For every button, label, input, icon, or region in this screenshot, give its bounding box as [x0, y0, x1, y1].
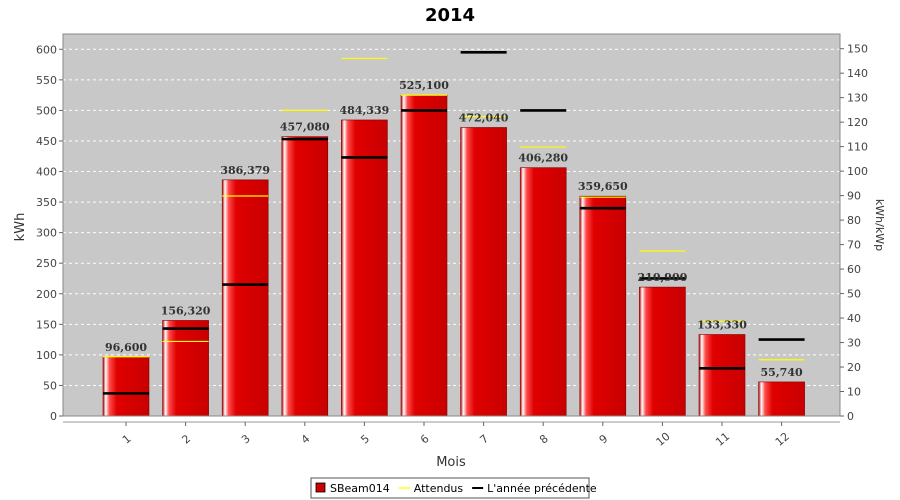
value-label: 484,339	[340, 104, 390, 117]
y2-tick-label: 70	[847, 239, 861, 252]
bar-11	[698, 334, 746, 417]
y-axis-label: kWh	[13, 213, 28, 242]
y2-tick-label: 110	[847, 141, 868, 154]
value-label: 359,650	[578, 180, 628, 193]
value-label: 55,740	[761, 366, 803, 379]
x-axis: 1 2 3 4 5 6 7 8 9 10 11 12	[63, 415, 840, 449]
y2-tick-label: 130	[847, 92, 868, 105]
x-tick-label: 7	[477, 432, 491, 446]
y-tick-label: 150	[36, 318, 57, 331]
y-tick-label: 450	[36, 135, 57, 148]
y-tick-label: 100	[36, 349, 57, 362]
value-label: 525,100	[399, 79, 449, 92]
x-axis-label: Mois	[436, 455, 466, 470]
y-tick-label: 550	[36, 74, 57, 87]
x-tick-label: 10	[654, 430, 673, 449]
y-tick-label: 350	[36, 196, 57, 209]
y-tick-label: 300	[36, 227, 57, 240]
x-tick-label: 6	[418, 432, 432, 446]
y-tick-label: 200	[36, 288, 57, 301]
y-tick-label: 250	[36, 257, 57, 270]
value-label: 472,040	[459, 111, 509, 124]
x-tick-label: 5	[358, 432, 372, 446]
bar-3	[221, 179, 269, 417]
x-tick-label: 2	[179, 432, 193, 446]
y2-axis-label: kWh/kWp	[873, 199, 886, 251]
y-tick-label: 500	[36, 104, 57, 117]
value-label: 386,379	[220, 164, 270, 177]
x-tick-label: 3	[239, 432, 253, 446]
markers-group	[103, 51, 805, 395]
value-label: 156,320	[161, 304, 211, 317]
value-label: 133,330	[697, 319, 747, 332]
x-tick-label: 8	[537, 432, 551, 446]
bar-5	[341, 119, 388, 417]
x-tick-label: 1	[120, 432, 134, 446]
bar-1	[102, 356, 150, 417]
y-tick-label: 50	[43, 379, 57, 392]
legend-swatch-bar	[315, 482, 326, 493]
y2-tick-label: 10	[847, 386, 861, 399]
legend-label: Attendus	[414, 482, 464, 495]
y-axis: 0 50 100 150 200 250 300 350 400 450 500 550 600	[36, 34, 64, 423]
y2-tick-label: 40	[847, 312, 861, 325]
y2-tick-label: 80	[847, 214, 861, 227]
y2-tick-label: 120	[847, 116, 868, 129]
y2-tick-label: 90	[847, 190, 861, 203]
legend-label: L'année précédente	[487, 482, 597, 495]
y-tick-label: 600	[36, 43, 57, 56]
y-tick-label: 0	[50, 410, 57, 423]
bar-8	[519, 167, 567, 417]
legend-box	[310, 477, 590, 499]
x-tick-label: 4	[299, 432, 313, 446]
y2-tick-label: 60	[847, 263, 861, 276]
value-label: 406,280	[518, 152, 568, 165]
bar-6	[400, 94, 448, 417]
y2-tick-label: 20	[847, 361, 861, 374]
y2-tick-label: 30	[847, 337, 861, 350]
legend-label: SBeam014	[330, 482, 390, 495]
bar-12	[758, 381, 805, 417]
y2-tick-label: 150	[847, 43, 868, 56]
bars-group	[102, 94, 805, 417]
x-tick-label: 12	[773, 430, 792, 449]
bar-4	[281, 136, 329, 417]
value-label: 457,080	[280, 121, 330, 134]
value-labels: 96,600 156,320 386,379 457,080 484,339 525,10…	[105, 79, 803, 379]
y2-axis: 0 10 20 30 40 50 60 70 80 90 100 110 120 130 140 150	[839, 34, 868, 423]
chart-title: 2014	[425, 5, 475, 26]
y2-tick-label: 50	[847, 288, 861, 301]
y-tick-label: 400	[36, 166, 57, 179]
value-label: 210,900	[638, 271, 688, 284]
y2-tick-label: 0	[847, 410, 854, 423]
value-label: 96,600	[105, 341, 147, 354]
bar-2	[162, 320, 209, 417]
legend: SBeam014 Attendus L'année précédente	[310, 477, 597, 499]
bar-9	[579, 195, 627, 417]
y2-tick-label: 140	[847, 67, 868, 80]
x-tick-label: 11	[713, 430, 732, 449]
bar-7	[460, 127, 507, 417]
bar-10	[639, 286, 686, 417]
y2-tick-label: 100	[847, 165, 868, 178]
x-tick-label: 9	[597, 432, 611, 446]
